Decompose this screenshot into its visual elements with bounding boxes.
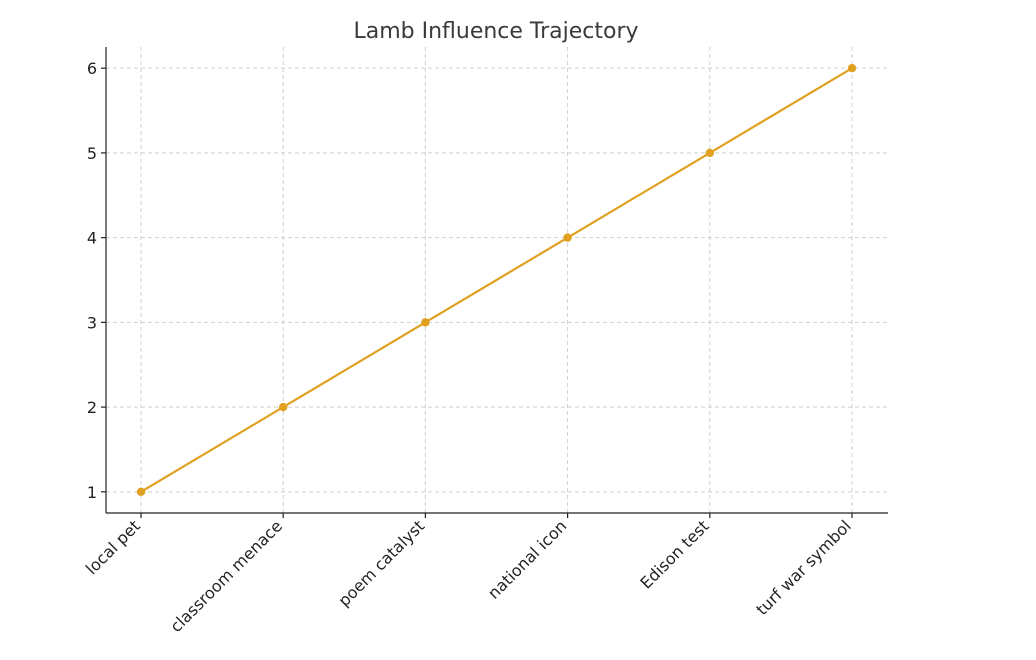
x-tick-label: Edison test (636, 516, 712, 592)
y-tick-label: 1 (87, 483, 97, 502)
ticks-layer: 1 2 3 4 5 6 local pet classroom menace poem cata… (82, 59, 855, 636)
chart-title: Lamb Influence Trajectory (353, 19, 638, 44)
y-tick-label: 4 (87, 229, 97, 248)
y-tick-label: 6 (87, 59, 97, 78)
x-tick-label: classroom menace (166, 516, 286, 636)
data-point (136, 487, 146, 497)
data-point (847, 63, 857, 73)
x-tick-label: poem catalyst (334, 516, 428, 610)
x-tick-label: local pet (82, 516, 144, 578)
series-line (140, 67, 853, 493)
grid-layer (106, 47, 888, 513)
data-point (421, 318, 430, 327)
x-tick-label: turf war symbol (752, 516, 855, 619)
data-point (563, 233, 572, 242)
series-layer (136, 63, 857, 497)
y-tick-label: 2 (87, 398, 97, 417)
data-point (279, 402, 288, 412)
x-tick-label: national icon (484, 516, 570, 602)
y-tick-label: 3 (87, 313, 97, 332)
axes-layer (105, 47, 888, 514)
y-tick-label: 5 (87, 144, 97, 163)
data-point (705, 148, 714, 158)
